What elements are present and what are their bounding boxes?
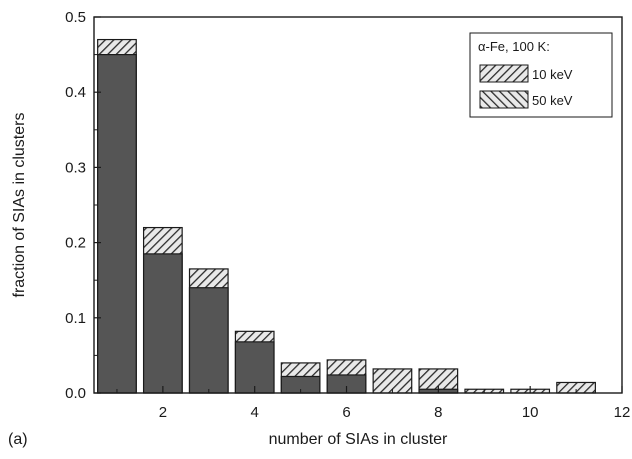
- panel-label: (a): [8, 431, 28, 448]
- legend-title: α-Fe, 100 K:: [478, 39, 550, 54]
- x-axis-title: number of SIAs in cluster: [269, 431, 448, 448]
- x-tick-label: 6: [342, 404, 350, 421]
- bar-3-lower: [188, 287, 229, 394]
- legend: α-Fe, 100 K: 10 keV 50 keV: [469, 32, 613, 118]
- x-tick-label: 8: [434, 404, 442, 421]
- x-tick-label: 12: [614, 404, 631, 421]
- legend-swatch-10kev: [479, 64, 529, 83]
- y-tick-label: 0.3: [65, 159, 86, 176]
- legend-label-10kev: 10 keV: [532, 67, 573, 82]
- x-tick-label: 10: [522, 404, 539, 421]
- bar-4-lower: [234, 341, 275, 394]
- x-tick-label: 4: [251, 404, 259, 421]
- axes-group: 0.0 0.1 0.2 0.3 0.4 0.5 2 4 6 8 10 12: [65, 9, 630, 421]
- y-axis-title: fraction of SIAs in clusters: [11, 113, 28, 298]
- x-tick-label: 2: [159, 404, 167, 421]
- legend-label-50kev: 50 keV: [532, 93, 573, 108]
- bar-1-lower: [97, 53, 137, 394]
- y-tick-label: 0.4: [65, 84, 86, 101]
- y-tick-label: 0.2: [65, 235, 86, 252]
- y-tick-label: 0.0: [65, 385, 86, 402]
- bars-group: [97, 38, 596, 394]
- bar-2-lower: [142, 253, 183, 394]
- legend-swatch-50kev: [479, 90, 529, 109]
- y-tick-label: 0.5: [65, 9, 86, 26]
- y-tick-label: 0.1: [65, 310, 86, 327]
